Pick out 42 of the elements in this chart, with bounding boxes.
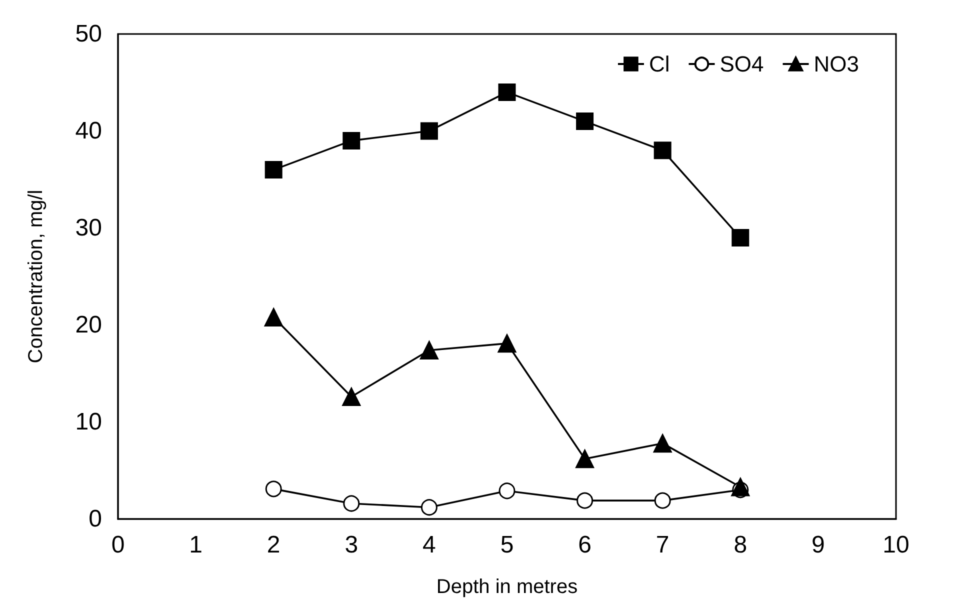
point (731, 478, 750, 496)
legend-label: SO4 (720, 52, 764, 76)
point (420, 340, 438, 360)
x-tick-label: 9 (812, 532, 825, 558)
y-tick-label: 0 (88, 506, 102, 532)
point (498, 83, 516, 101)
x-tick-label: 8 (734, 532, 748, 558)
x-tick-label: 5 (500, 532, 514, 558)
point (576, 492, 594, 509)
point (342, 388, 361, 406)
point (654, 492, 671, 509)
legend-label: NO3 (814, 52, 860, 76)
x-tick-label: 0 (111, 532, 125, 558)
x-tick-label: 6 (578, 532, 592, 558)
point (732, 228, 750, 246)
y-tick-label: 40 (75, 118, 102, 144)
point (653, 434, 672, 453)
point (420, 122, 438, 140)
point (264, 308, 283, 326)
x-tick-label: 4 (422, 532, 436, 558)
point (264, 161, 282, 179)
y-tick-label: 30 (75, 214, 102, 242)
point (420, 499, 438, 516)
y-tick-label: 50 (75, 20, 102, 48)
x-tick-label: 7 (656, 532, 670, 558)
point (576, 112, 594, 130)
legend-label: Cl (648, 52, 670, 76)
point (498, 334, 516, 353)
point (576, 450, 594, 468)
point (498, 482, 516, 500)
point (343, 495, 360, 512)
y-tick-label: 20 (75, 312, 102, 338)
x-tick-label: 2 (266, 532, 280, 558)
x-axis-title: Depth in metres (436, 576, 578, 598)
x-tick-label: 1 (189, 532, 202, 558)
point (265, 480, 282, 498)
point (654, 142, 672, 160)
x-tick-label: 3 (344, 532, 358, 558)
y-axis-title: Concentration, mg/l (25, 190, 47, 364)
y-tick-label: 10 (75, 408, 102, 436)
point (342, 132, 360, 150)
x-tick-label: 10 (882, 532, 910, 558)
